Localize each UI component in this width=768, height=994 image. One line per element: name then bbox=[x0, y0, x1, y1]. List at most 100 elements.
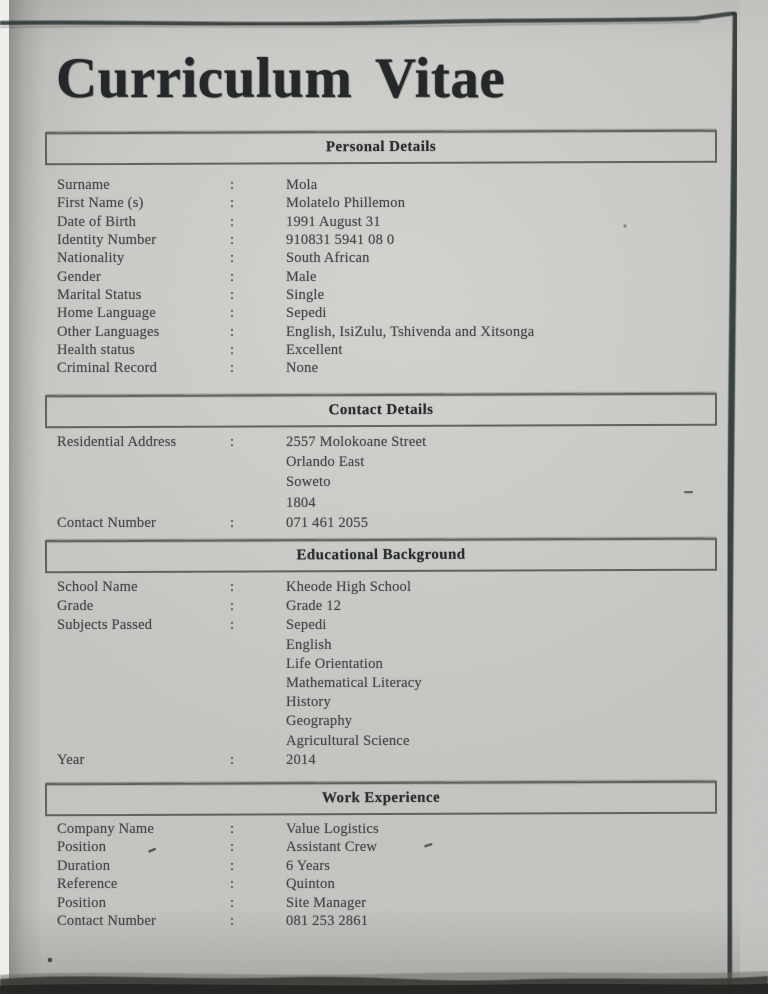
section-header-label: Contact Details bbox=[328, 401, 434, 419]
row-colon: : bbox=[230, 876, 235, 893]
row-label: Home Language bbox=[57, 305, 156, 322]
row-value: 071 461 2055 bbox=[286, 514, 369, 531]
section-header-work-experience: Work Experience bbox=[44, 780, 718, 817]
row-label: Gender bbox=[57, 268, 101, 285]
row-value: Site Manager bbox=[286, 894, 367, 911]
row-label: Subjects Passed bbox=[57, 617, 153, 634]
row-value: 6 Years bbox=[286, 857, 331, 874]
row-label: Company Name bbox=[57, 821, 155, 837]
row-value: English bbox=[286, 636, 332, 653]
section-header-label: Personal Details bbox=[325, 138, 437, 156]
row-value: 1804 bbox=[286, 494, 316, 511]
row-value: Soweto bbox=[286, 474, 331, 491]
row-colon: : bbox=[230, 751, 235, 768]
row-value: Agricultural Science bbox=[286, 732, 410, 749]
row-label: Position bbox=[57, 894, 107, 911]
row-value: 2014 bbox=[286, 751, 316, 768]
cv-row: Reference: Quinton bbox=[57, 875, 713, 893]
row-value: Single bbox=[286, 287, 325, 304]
scan-left-shadow bbox=[9, 0, 43, 994]
row-colon: : bbox=[230, 323, 235, 340]
cv-row: Geography bbox=[57, 712, 713, 731]
cv-row: Surname: Mola bbox=[57, 176, 713, 194]
cv-row: Life Orientation bbox=[57, 655, 713, 674]
row-colon: : bbox=[230, 598, 235, 615]
cv-row: Mathematical Literacy bbox=[57, 674, 713, 693]
row-value: Sepedi bbox=[286, 305, 327, 322]
cv-title: Curriculum Vitae bbox=[56, 47, 506, 110]
row-label: Reference bbox=[57, 876, 118, 893]
row-label: Date of Birth bbox=[57, 213, 137, 230]
cv-row: School Name: Kheode High School bbox=[57, 578, 713, 597]
row-value: English, IsiZulu, Tshivenda and Xitsonga bbox=[286, 323, 535, 340]
cv-row: Agricultural Science bbox=[57, 732, 713, 751]
row-colon: : bbox=[230, 579, 235, 595]
row-colon: : bbox=[230, 839, 235, 856]
row-value: Mathematical Literacy bbox=[286, 674, 422, 691]
contact-details-rows: Residential Address: 2557 Molokoane Stree… bbox=[57, 432, 713, 533]
row-value: Orlando East bbox=[286, 454, 365, 471]
row-label: Other Languages bbox=[57, 323, 160, 340]
row-label: Duration bbox=[57, 857, 111, 874]
cv-row: History bbox=[57, 693, 713, 712]
row-colon: : bbox=[230, 514, 235, 531]
row-colon: : bbox=[230, 250, 235, 267]
cv-row: Nationality: South African bbox=[57, 249, 713, 267]
row-value: 081 253 2861 bbox=[286, 912, 369, 929]
cv-row: First Name (s): Molatelo Phillemon bbox=[57, 194, 713, 212]
row-value: None bbox=[286, 360, 319, 377]
row-label: Health status bbox=[57, 342, 135, 359]
row-colon: : bbox=[230, 360, 235, 377]
row-value: Quinton bbox=[286, 876, 335, 893]
row-colon: : bbox=[230, 617, 235, 634]
row-label: Grade bbox=[57, 598, 94, 615]
cv-row: Grade: Grade 12 bbox=[57, 597, 713, 616]
row-value: 1991 August 31 bbox=[286, 213, 381, 230]
row-value: Sepedi bbox=[286, 617, 327, 634]
row-value: Geography bbox=[286, 713, 353, 730]
row-colon: : bbox=[230, 305, 235, 322]
row-value: History bbox=[286, 694, 331, 711]
row-label: School Name bbox=[57, 579, 138, 595]
cv-row: 1804 bbox=[57, 493, 713, 513]
row-colon: : bbox=[230, 268, 235, 285]
cv-row: Subjects Passed: Sepedi bbox=[57, 616, 713, 635]
row-value: Molatelo Phillemon bbox=[286, 195, 406, 212]
cv-row: Residential Address: 2557 Molokoane Stree… bbox=[57, 432, 713, 452]
cv-row: Year: 2014 bbox=[57, 751, 713, 770]
cv-row: Soweto bbox=[57, 472, 713, 492]
row-label: Year bbox=[57, 751, 85, 768]
row-label: Marital Status bbox=[57, 287, 142, 304]
row-label: First Name (s) bbox=[57, 195, 144, 212]
row-value: Excellent bbox=[286, 342, 343, 359]
row-colon: : bbox=[230, 177, 235, 193]
row-value: South African bbox=[286, 250, 370, 267]
cv-row: English bbox=[57, 636, 713, 655]
row-value: Kheode High School bbox=[286, 579, 412, 595]
cv-row: Marital Status: Single bbox=[57, 286, 713, 304]
cv-row: Position: Assistant Crew bbox=[57, 838, 713, 856]
row-colon: : bbox=[230, 857, 235, 874]
cv-row: Identity Number: 910831 5941 08 0 bbox=[57, 231, 713, 249]
row-colon: : bbox=[230, 232, 235, 249]
section-header-educational-background: Educational Background bbox=[44, 537, 718, 574]
cv-row: Contact Number: 071 461 2055 bbox=[57, 513, 713, 533]
cv-row: Gender: Male bbox=[57, 268, 713, 286]
row-label: Surname bbox=[57, 177, 110, 193]
cv-row: Contact Number: 081 253 2861 bbox=[57, 912, 713, 930]
row-colon: : bbox=[230, 213, 235, 230]
section-header-personal-details: Personal Details bbox=[44, 129, 718, 166]
row-value: 2557 Molokoane Street bbox=[286, 434, 427, 450]
section-header-label: Work Experience bbox=[321, 789, 441, 807]
cv-row: Other Languages: English, IsiZulu, Tshive… bbox=[57, 323, 713, 341]
row-value: Grade 12 bbox=[286, 598, 342, 615]
section-header-label: Educational Background bbox=[296, 546, 466, 564]
row-label: Criminal Record bbox=[57, 360, 158, 377]
section-header-contact-details: Contact Details bbox=[44, 392, 718, 429]
row-colon: : bbox=[230, 195, 235, 212]
cv-row: Date of Birth: 1991 August 31 bbox=[57, 213, 713, 231]
row-colon: : bbox=[230, 912, 235, 929]
row-value: Life Orientation bbox=[286, 655, 384, 672]
